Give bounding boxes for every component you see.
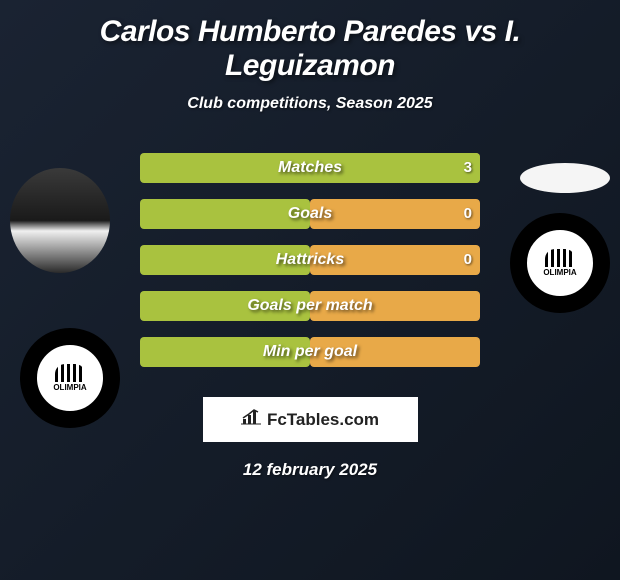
player-left-avatar xyxy=(10,168,110,273)
date-label: 12 february 2025 xyxy=(20,460,600,480)
player-right-avatar xyxy=(520,163,610,193)
subtitle: Club competitions, Season 2025 xyxy=(20,95,600,113)
stat-value-right: 0 xyxy=(464,245,472,275)
stat-value-right: 0 xyxy=(464,199,472,229)
club-badge-left: OLIMPIA xyxy=(20,328,120,428)
stat-row-min-per-goal: Min per goal xyxy=(140,337,480,367)
stat-rows: Matches 3 Goals 0 Hattricks 0 xyxy=(140,153,480,367)
stat-label: Min per goal xyxy=(140,337,480,367)
stat-row-goals: Goals 0 xyxy=(140,199,480,229)
stat-row-hattricks: Hattricks 0 xyxy=(140,245,480,275)
badge-left-label: OLIMPIA xyxy=(53,383,86,392)
brand-label: FcTables.com xyxy=(267,410,379,430)
stat-label: Hattricks xyxy=(140,245,480,275)
stat-label: Goals xyxy=(140,199,480,229)
olimpia-badge-icon: OLIMPIA xyxy=(525,228,595,298)
stat-row-goals-per-match: Goals per match xyxy=(140,291,480,321)
club-badge-right: OLIMPIA xyxy=(510,213,610,313)
stat-label: Matches xyxy=(140,153,480,183)
brand-logo[interactable]: FcTables.com xyxy=(203,397,418,442)
page-title: Carlos Humberto Paredes vs I. Leguizamon xyxy=(20,15,600,83)
comparison-card: Carlos Humberto Paredes vs I. Leguizamon… xyxy=(0,0,620,490)
stat-row-matches: Matches 3 xyxy=(140,153,480,183)
stats-area: OLIMPIA OLIMPIA Matches 3 Goals xyxy=(20,153,600,480)
badge-right-label: OLIMPIA xyxy=(543,268,576,277)
olimpia-badge-icon: OLIMPIA xyxy=(35,343,105,413)
stat-label: Goals per match xyxy=(140,291,480,321)
stat-value-right: 3 xyxy=(464,153,472,183)
chart-icon xyxy=(241,409,261,430)
player-left-image xyxy=(10,168,110,273)
